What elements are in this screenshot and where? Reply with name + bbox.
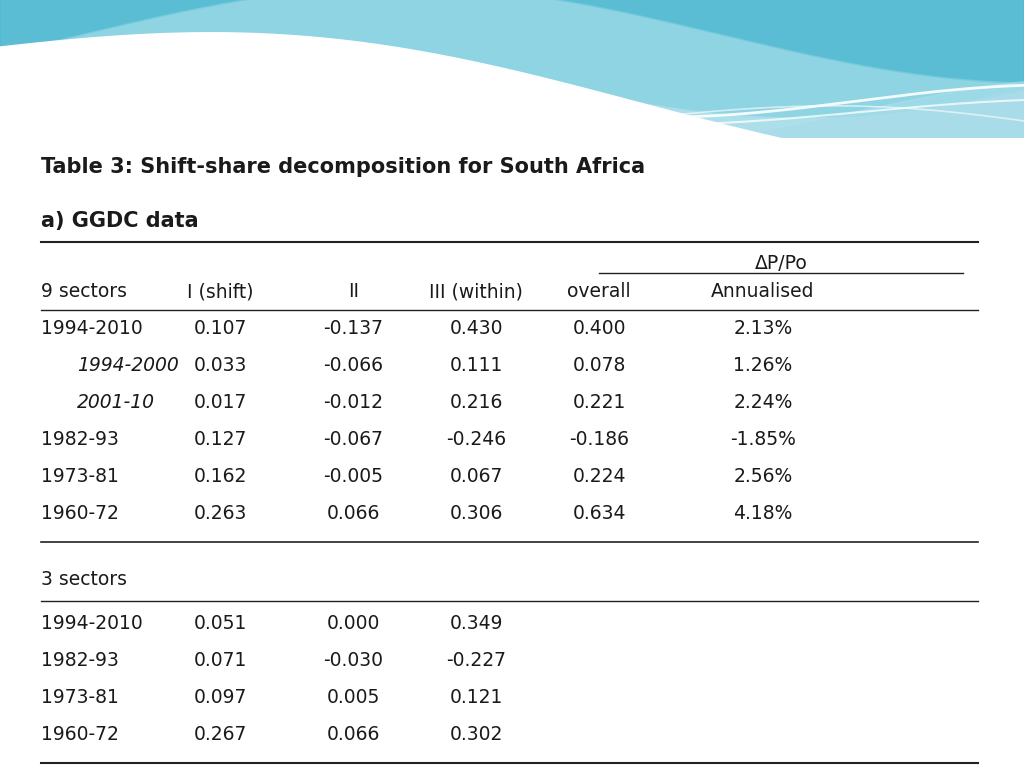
Text: -0.012: -0.012 bbox=[324, 393, 383, 412]
Text: 0.162: 0.162 bbox=[194, 467, 247, 485]
Text: overall: overall bbox=[567, 283, 631, 301]
Text: 0.111: 0.111 bbox=[450, 356, 503, 375]
Text: 0.078: 0.078 bbox=[572, 356, 626, 375]
Text: 0.127: 0.127 bbox=[194, 430, 247, 449]
Text: 0.302: 0.302 bbox=[450, 725, 503, 743]
Text: I (shift): I (shift) bbox=[187, 283, 253, 301]
Text: Table 3: Shift-share decomposition for South Africa: Table 3: Shift-share decomposition for S… bbox=[41, 157, 645, 177]
Text: -0.030: -0.030 bbox=[324, 651, 383, 670]
Text: 1982-93: 1982-93 bbox=[41, 430, 119, 449]
Text: 0.097: 0.097 bbox=[194, 688, 247, 707]
Text: 1994-2000: 1994-2000 bbox=[77, 356, 178, 375]
Text: 0.071: 0.071 bbox=[194, 651, 247, 670]
Text: 0.224: 0.224 bbox=[572, 467, 626, 485]
Text: 2.24%: 2.24% bbox=[733, 393, 793, 412]
Text: 0.430: 0.430 bbox=[450, 319, 503, 338]
Text: 0.349: 0.349 bbox=[450, 614, 503, 633]
Text: Annualised: Annualised bbox=[711, 283, 815, 301]
Text: 9 sectors: 9 sectors bbox=[41, 283, 127, 301]
Text: 0.267: 0.267 bbox=[194, 725, 247, 743]
Text: -0.066: -0.066 bbox=[324, 356, 383, 375]
Text: 0.051: 0.051 bbox=[194, 614, 247, 633]
Text: 1994-2010: 1994-2010 bbox=[41, 614, 142, 633]
Text: 1994-2010: 1994-2010 bbox=[41, 319, 142, 338]
Text: III (within): III (within) bbox=[429, 283, 523, 301]
Text: -0.137: -0.137 bbox=[324, 319, 383, 338]
Text: -0.005: -0.005 bbox=[324, 467, 383, 485]
Text: 0.017: 0.017 bbox=[194, 393, 247, 412]
Text: 0.005: 0.005 bbox=[327, 688, 380, 707]
Text: 1.26%: 1.26% bbox=[733, 356, 793, 375]
Text: 2.56%: 2.56% bbox=[733, 467, 793, 485]
Text: 0.221: 0.221 bbox=[572, 393, 626, 412]
Text: 0.033: 0.033 bbox=[194, 356, 247, 375]
Text: 0.000: 0.000 bbox=[327, 614, 380, 633]
Text: 1973-81: 1973-81 bbox=[41, 688, 119, 707]
Text: 0.066: 0.066 bbox=[327, 504, 380, 522]
Text: 0.107: 0.107 bbox=[194, 319, 247, 338]
Text: 0.216: 0.216 bbox=[450, 393, 503, 412]
Text: 3 sectors: 3 sectors bbox=[41, 570, 127, 588]
Text: 0.306: 0.306 bbox=[450, 504, 503, 522]
Text: -0.227: -0.227 bbox=[446, 651, 506, 670]
Text: 1973-81: 1973-81 bbox=[41, 467, 119, 485]
Text: 2001-10: 2001-10 bbox=[77, 393, 155, 412]
Text: -0.067: -0.067 bbox=[324, 430, 383, 449]
Text: 1960-72: 1960-72 bbox=[41, 504, 119, 522]
Text: a) GGDC data: a) GGDC data bbox=[41, 211, 199, 231]
Text: 0.067: 0.067 bbox=[450, 467, 503, 485]
Text: 0.263: 0.263 bbox=[194, 504, 247, 522]
Text: 1960-72: 1960-72 bbox=[41, 725, 119, 743]
Text: 0.121: 0.121 bbox=[450, 688, 503, 707]
Text: ΔP/Po: ΔP/Po bbox=[755, 253, 807, 273]
Text: II: II bbox=[348, 283, 358, 301]
Text: -1.85%: -1.85% bbox=[730, 430, 796, 449]
Text: -0.246: -0.246 bbox=[446, 430, 506, 449]
Text: -0.186: -0.186 bbox=[569, 430, 629, 449]
Text: 2.13%: 2.13% bbox=[733, 319, 793, 338]
Text: 1982-93: 1982-93 bbox=[41, 651, 119, 670]
Text: 4.18%: 4.18% bbox=[733, 504, 793, 522]
Text: 0.066: 0.066 bbox=[327, 725, 380, 743]
Text: 0.400: 0.400 bbox=[572, 319, 626, 338]
Text: 0.634: 0.634 bbox=[572, 504, 626, 522]
